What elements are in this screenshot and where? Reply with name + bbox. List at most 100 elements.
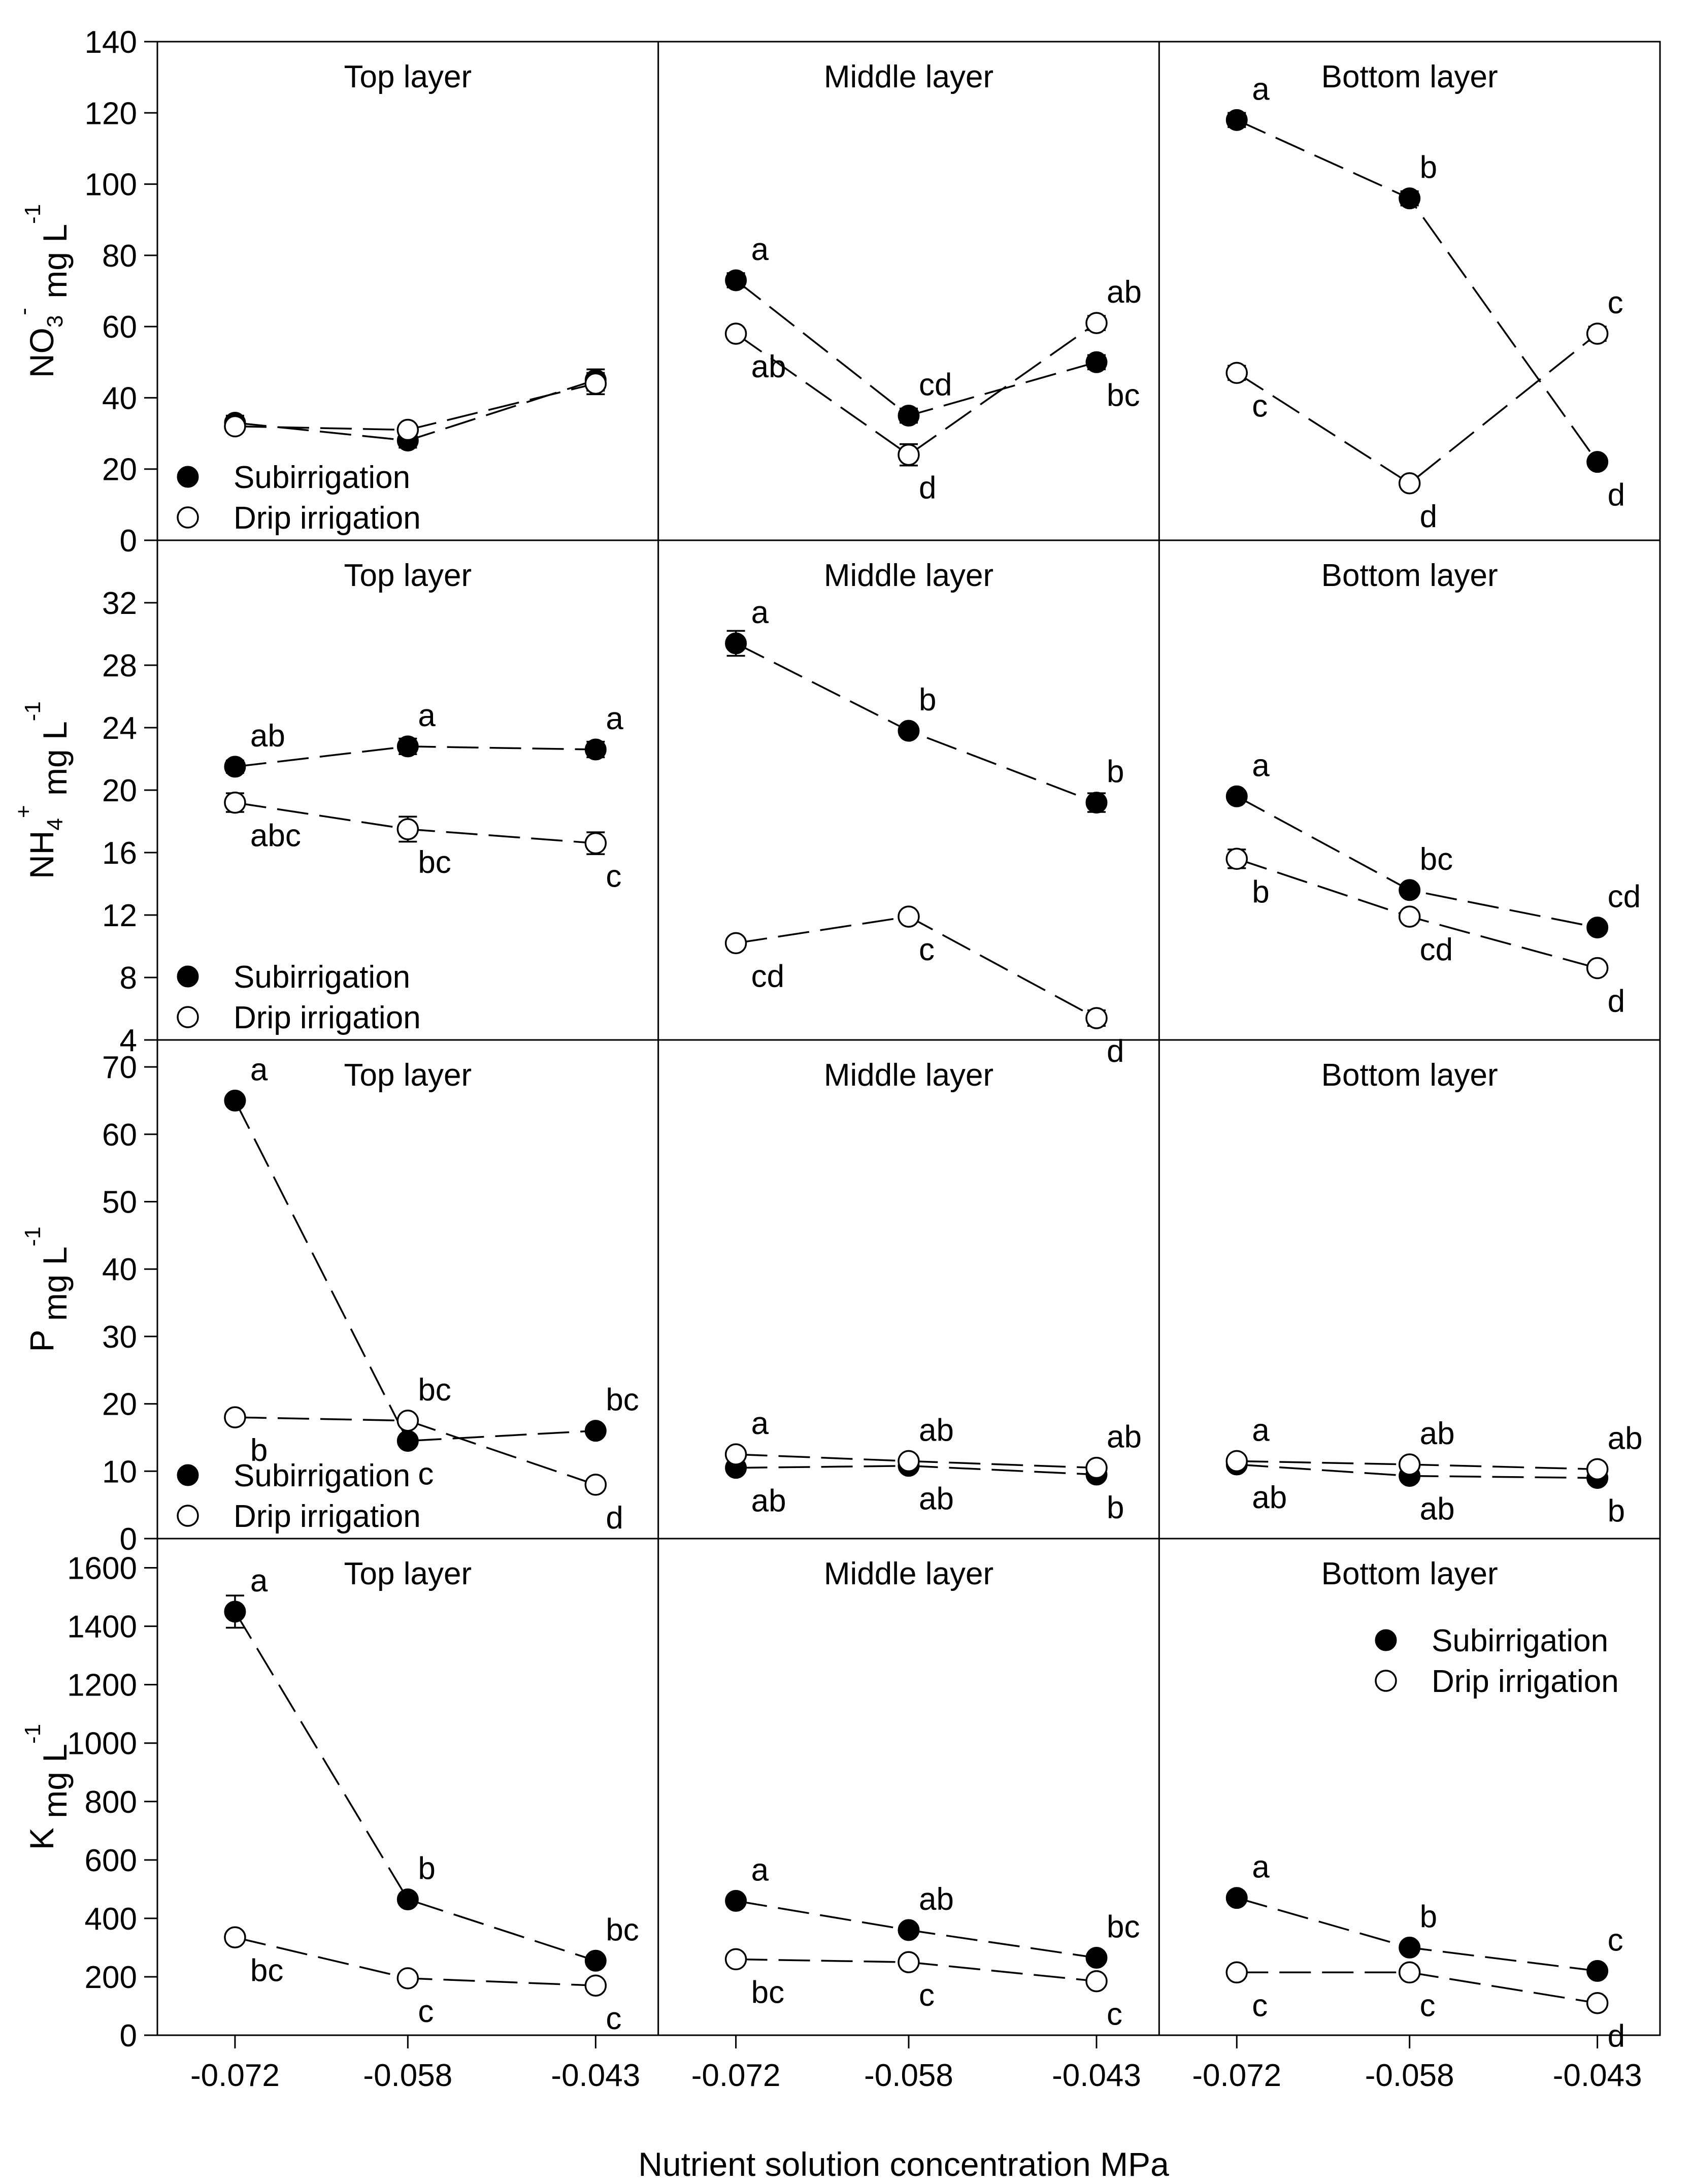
drip-irrigation-point <box>224 791 246 814</box>
legend-drip-irrigation-marker <box>177 506 199 529</box>
panel-title: Bottom layer <box>1321 1556 1498 1591</box>
significance-label: cd <box>751 959 784 994</box>
subirrigation-point <box>725 1889 747 1912</box>
subirrigation-point <box>1085 351 1108 373</box>
legend-subirrigation-marker <box>177 466 199 488</box>
significance-label: cd <box>1420 932 1453 967</box>
drip-irrigation-point <box>1225 1961 1248 1984</box>
y-axis-title: P mg L-1 <box>20 1226 74 1352</box>
significance-label: c <box>606 2001 621 2036</box>
significance-label: b <box>250 1433 268 1468</box>
panel-title: Top layer <box>344 1556 472 1591</box>
legend-subirrigation-label: Subirrigation <box>1432 1623 1608 1658</box>
significance-label: bc <box>418 845 451 880</box>
significance-label: c <box>1107 1997 1122 2032</box>
y-tick-label: 1400 <box>67 1610 137 1645</box>
y-axis-title-part: - <box>11 308 36 315</box>
significance-label: bc <box>606 1912 639 1947</box>
y-tick-label: 20 <box>102 1387 137 1422</box>
y-tick-label: 20 <box>102 773 137 808</box>
legends: Subirrigation Drip irrigation Subirrigatio… <box>177 460 1619 1699</box>
drip-irrigation-point <box>1225 1450 1248 1473</box>
significance-label: c <box>1420 1988 1436 2023</box>
drip-irrigation-line <box>735 322 1098 456</box>
drip-irrigation-point <box>1398 905 1421 928</box>
y-axis-title: K mg L-1 <box>20 1724 74 1850</box>
legend-drip-irrigation-marker <box>177 1505 199 1527</box>
drip-irrigation-point <box>584 1974 607 1997</box>
y-tick-label: 20 <box>102 452 137 487</box>
drip-irrigation-point <box>1586 1992 1609 2014</box>
y-tick-label: 140 <box>85 25 137 60</box>
drip-irrigation-point <box>1586 1458 1609 1481</box>
x-tick-label: -0.072 <box>691 2058 781 2093</box>
significance-label: ab <box>751 349 786 384</box>
significance-label: ab <box>919 1482 954 1517</box>
y-tick-label: 1000 <box>67 1726 137 1762</box>
drip-irrigation-point <box>224 1926 246 1949</box>
y-tick-label: 28 <box>102 648 137 683</box>
significance-label: ab <box>1252 1480 1287 1515</box>
y-axis-title-part: -1 <box>20 1724 45 1744</box>
subirrigation-line <box>234 1611 596 1962</box>
significance-label: b <box>1420 150 1437 185</box>
subirrigation-point <box>584 738 607 761</box>
drip-irrigation-point <box>1586 957 1609 980</box>
significance-label: d <box>1107 1034 1124 1069</box>
significance-label: ab <box>1608 1421 1643 1456</box>
subirrigation-line <box>1236 795 1598 929</box>
y-axis-title-part: -1 <box>20 1226 45 1246</box>
subirrigation-point <box>1399 1936 1421 1959</box>
x-tick-label: -0.072 <box>1192 2058 1281 2093</box>
significance-label: a <box>1252 72 1270 107</box>
legend-drip-irrigation-label: Drip irrigation <box>234 1499 421 1534</box>
subirrigation-point <box>1399 187 1421 210</box>
y-tick-label: 32 <box>102 586 137 621</box>
y-axis-title-part: mg L <box>36 721 74 805</box>
x-tick-label: -0.043 <box>1052 2058 1141 2093</box>
drip-irrigation-point <box>724 1443 747 1465</box>
x-tick-label: -0.072 <box>190 2058 280 2093</box>
significance-label: a <box>1252 1850 1270 1885</box>
y-tick-label: 400 <box>85 1902 137 1937</box>
y-axis-title-part: -1 <box>20 204 45 224</box>
y-axis-title: NH4 + mg L-1 <box>11 701 74 879</box>
y-tick-label: 120 <box>85 96 137 131</box>
data-series <box>224 109 1609 2014</box>
subirrigation-point <box>224 756 246 778</box>
y-axis-title: NO3- mg L-1 <box>11 204 74 378</box>
legend-subirrigation-label: Subirrigation <box>234 1458 410 1493</box>
panel-title: Bottom layer <box>1321 1058 1498 1093</box>
drip-irrigation-point <box>724 932 747 955</box>
significance-label: a <box>1252 1413 1270 1448</box>
y-axis-title-part: P <box>23 1330 60 1352</box>
y-axis-title-part: 4 <box>43 818 68 830</box>
y-tick-label: 80 <box>102 239 137 274</box>
x-tick-label: -0.058 <box>1365 2058 1454 2093</box>
significance-label: bc <box>1107 378 1140 413</box>
significance-label: c <box>919 1978 935 2013</box>
subirrigation-point <box>1225 1887 1248 1909</box>
significance-label: c <box>606 859 621 894</box>
significance-label: b <box>1107 1490 1124 1525</box>
panel-grid <box>156 41 1661 2036</box>
subirrigation-line <box>735 279 1097 417</box>
drip-irrigation-point <box>1085 1007 1108 1029</box>
panel-title: Middle layer <box>824 1058 993 1093</box>
significance-label: ab <box>1107 1420 1142 1455</box>
drip-irrigation-point <box>1225 362 1248 384</box>
subirrigation-point <box>898 1919 920 1941</box>
significance-label: d <box>1420 499 1437 534</box>
panel-title: Top layer <box>344 558 472 593</box>
y-axis-title-part: + <box>11 805 36 818</box>
y-axis-title-part: mg L <box>36 224 74 308</box>
drip-irrigation-point <box>396 418 419 441</box>
subirrigation-point <box>396 1430 419 1452</box>
drip-irrigation-point <box>898 1951 920 1973</box>
y-tick-label: 24 <box>102 711 137 746</box>
significance-label: bc <box>250 1953 283 1988</box>
legend-drip-irrigation-label: Drip irrigation <box>234 501 421 536</box>
significance-label: a <box>751 1852 769 1887</box>
